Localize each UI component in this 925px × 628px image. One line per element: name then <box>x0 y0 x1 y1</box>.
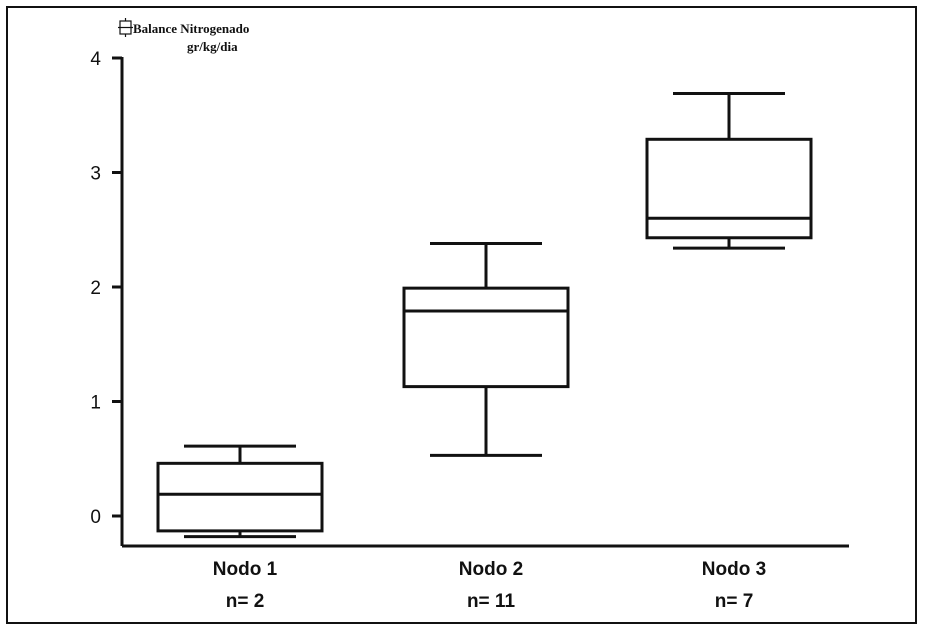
y-tick-label: 4 <box>90 49 101 70</box>
y-tick-label: 2 <box>90 278 101 299</box>
interquartile-box <box>402 286 570 389</box>
sample-size-label: n= 7 <box>715 591 754 612</box>
category-label: Nodo 3 <box>702 559 766 580</box>
y-axis-label-line-2: gr/kg/dia <box>187 39 238 54</box>
box-2 <box>402 241 570 457</box>
interquartile-box <box>645 137 813 240</box>
y-tick-label: 0 <box>90 507 101 528</box>
sample-size-label: n= 2 <box>226 591 265 612</box>
sample-size-label: n= 11 <box>467 591 515 612</box>
axes: 0 1 2 3 4 <box>90 49 849 548</box>
box-1 <box>156 444 324 539</box>
interquartile-box <box>156 461 324 533</box>
y-tick-label: 3 <box>90 164 101 185</box>
category-label: Nodo 1 <box>213 559 278 580</box>
y-axis-title: Balance Nitrogenado gr/kg/dia <box>118 18 249 54</box>
category-labels: Nodo 1 n= 2 Nodo 2 n= 11 Nodo 3 n= 7 <box>213 559 766 612</box>
y-tick-label: 1 <box>90 393 101 414</box>
box-3 <box>645 91 813 250</box>
y-axis-label-line-1: Balance Nitrogenado <box>133 21 249 36</box>
category-label: Nodo 2 <box>459 559 523 580</box>
boxes <box>156 91 813 539</box>
plot-symbol-icon <box>118 18 133 37</box>
